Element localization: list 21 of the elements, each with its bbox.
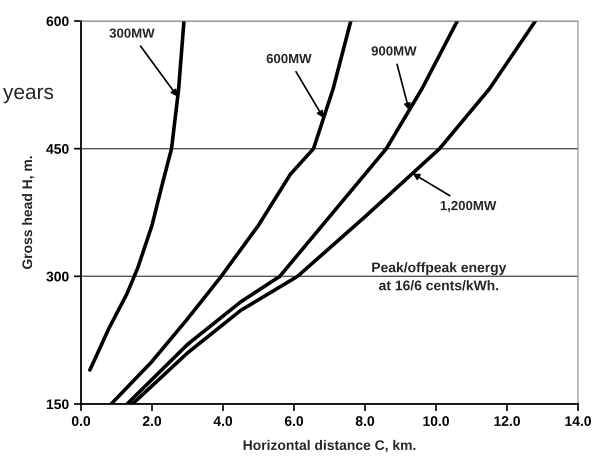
annotation: Peak/offpeak energy at 16/6 cents/kWh.	[372, 262, 506, 290]
x-tick-label: 10.0	[423, 416, 449, 426]
text: years	[3, 88, 54, 104]
x-tick-label: 8.0	[356, 416, 374, 426]
text: 600MW	[266, 54, 312, 64]
x-tick-label: 0.0	[72, 416, 90, 426]
x-tick-label: 6.0	[284, 416, 304, 426]
x-tick-label: 12.0	[494, 416, 520, 426]
legend-label: 1,200MW	[440, 200, 496, 212]
x-axis-title: Horizontal distance C, km.	[244, 440, 416, 452]
x-tick-label: 4.0	[214, 416, 232, 426]
text: 300MW	[109, 28, 155, 38]
y-tick-label: 150	[46, 399, 69, 410]
y-tick-label: 300	[46, 272, 69, 282]
line-series	[88, 21, 186, 372]
x-tick-label: 14.0	[565, 416, 591, 426]
y-axis-title: Gross head H, m.	[22, 156, 34, 270]
y-tick-label: 450	[46, 144, 69, 154]
y-tick-label: 600	[46, 16, 69, 26]
x-tick-label: 2.0	[142, 416, 162, 426]
series-label: 900MW	[372, 46, 417, 56]
